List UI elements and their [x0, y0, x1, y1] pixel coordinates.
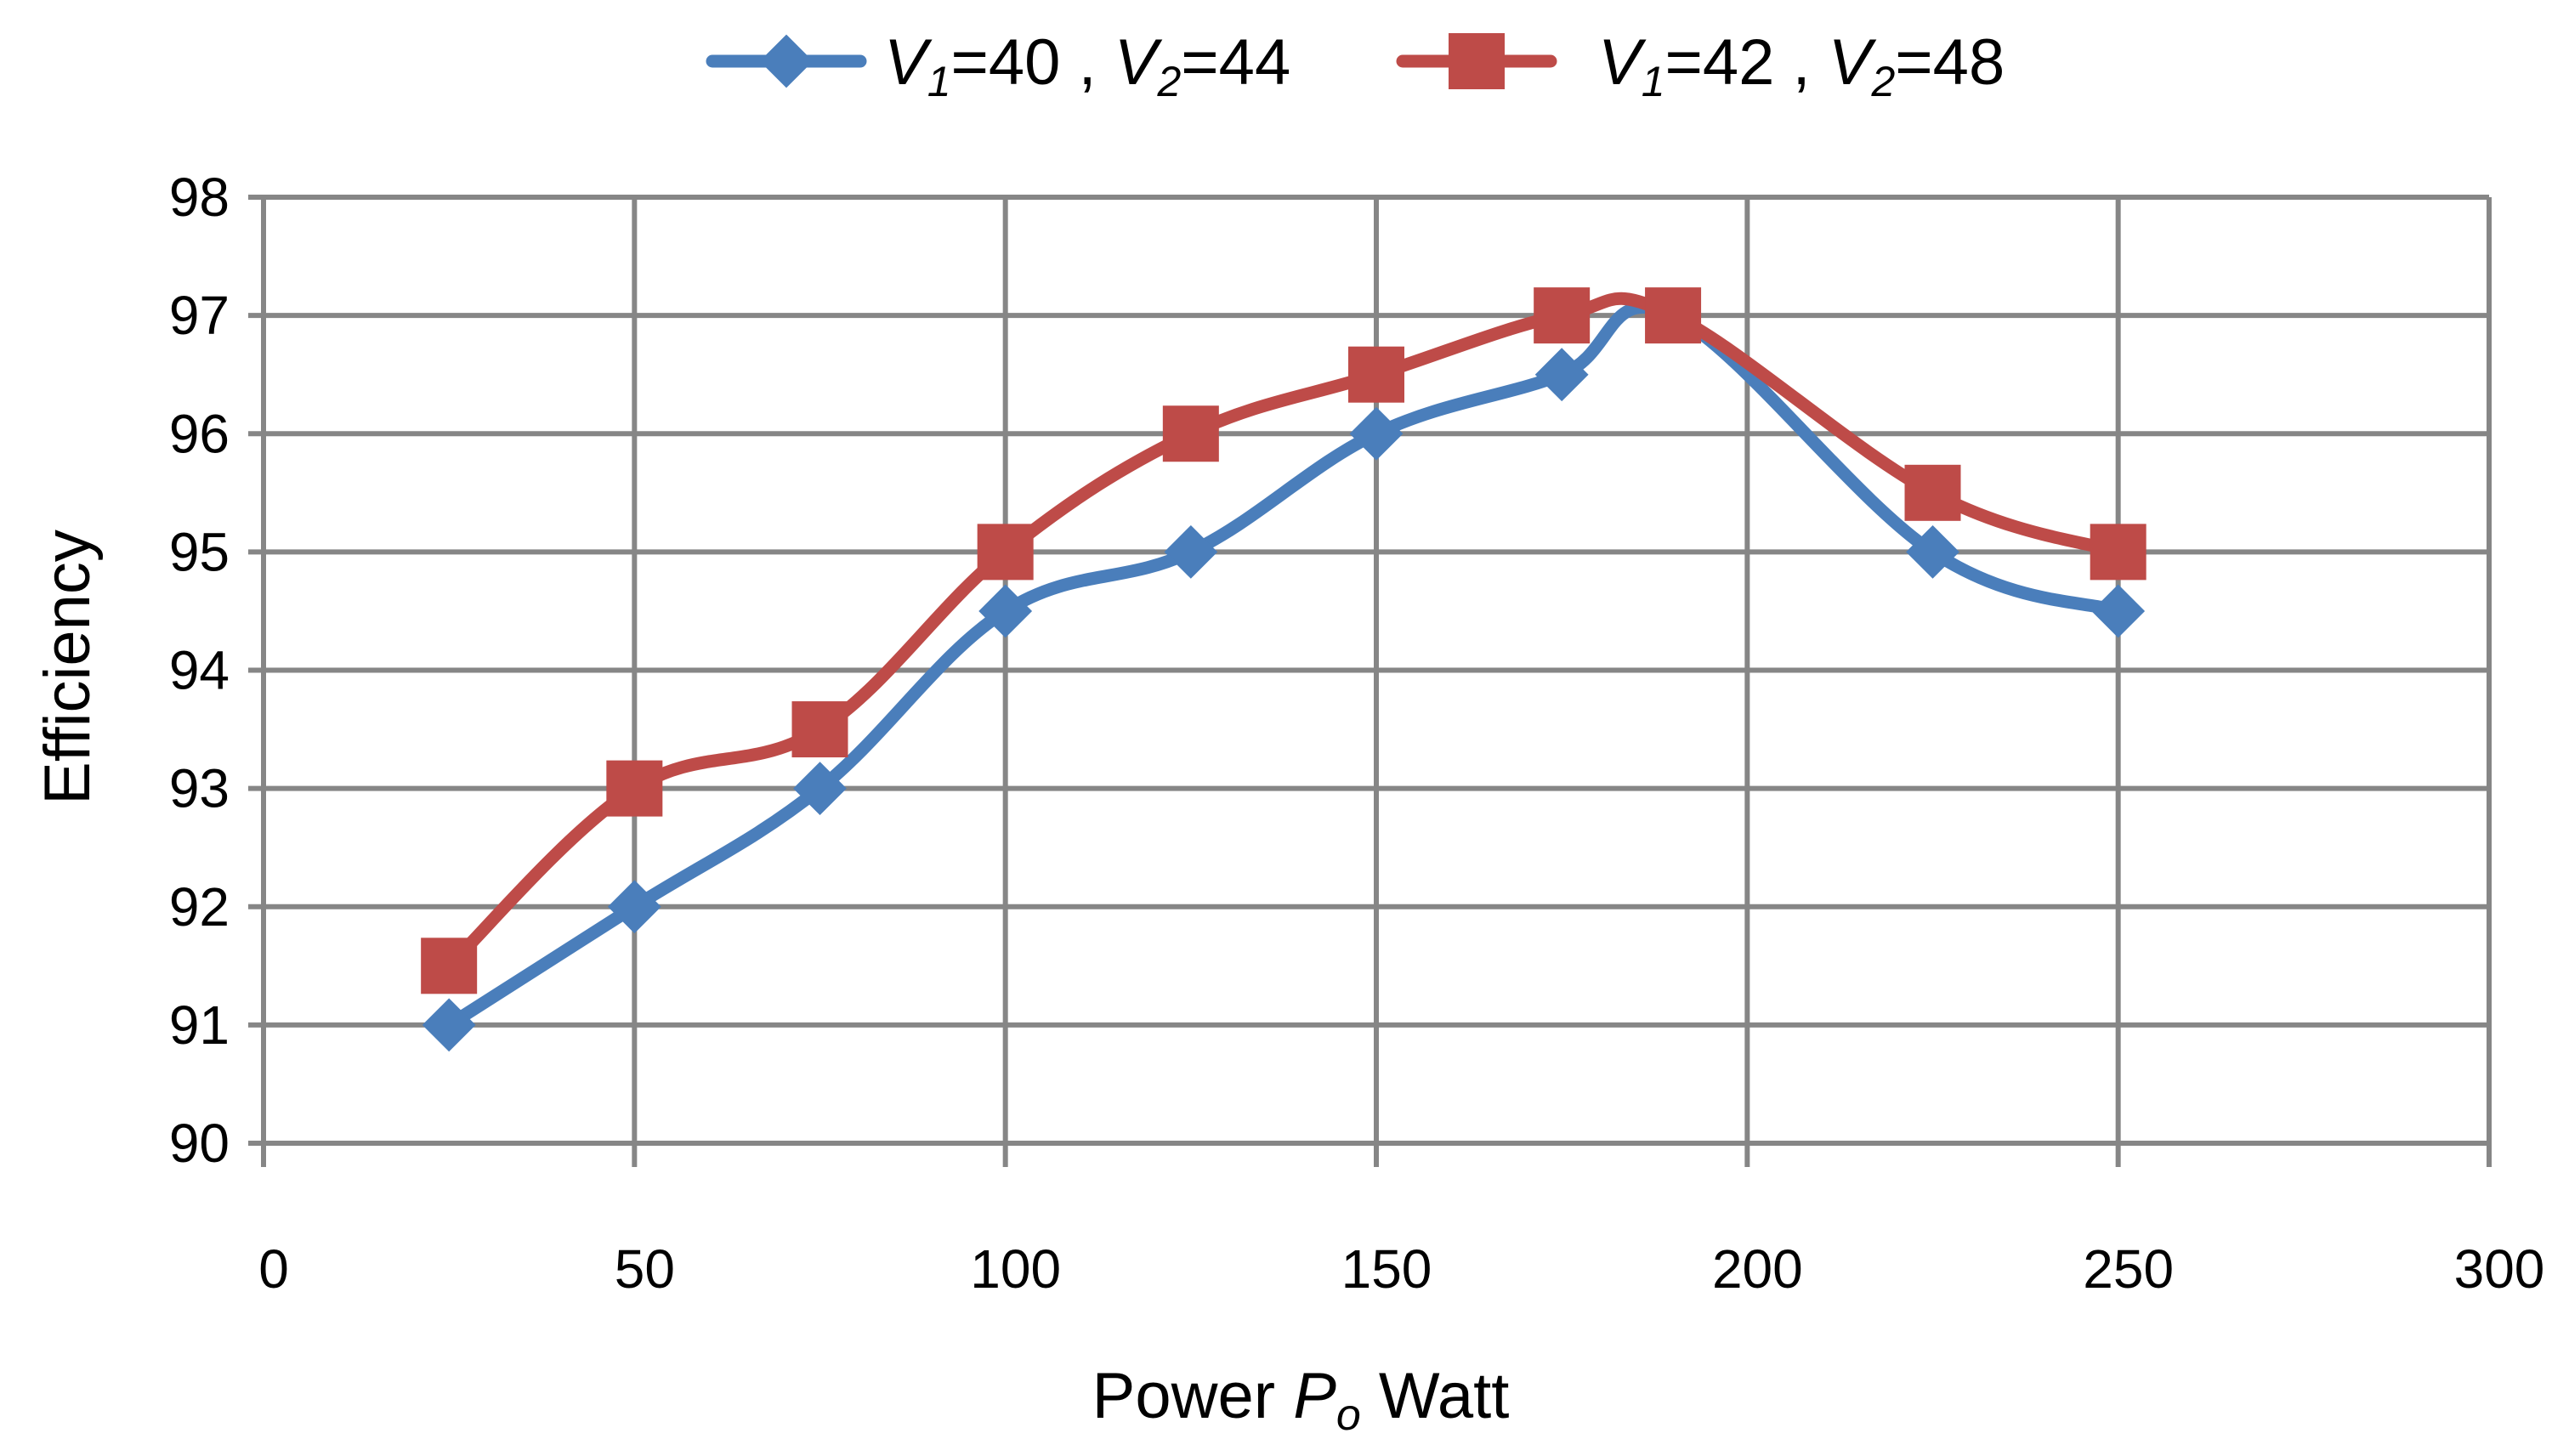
legend-label: V1=40 , V2=44	[884, 26, 1290, 105]
y-tick-label: 94	[169, 640, 230, 701]
legend-label: V1=42 , V2=48	[1598, 26, 2005, 105]
data-point	[1534, 348, 1589, 402]
data-point	[1349, 406, 1404, 461]
series-1	[422, 288, 2146, 1052]
y-tick-label: 92	[169, 876, 230, 938]
legend-marker	[1449, 33, 1505, 89]
data-point	[1645, 287, 1702, 344]
data-point	[2091, 584, 2146, 638]
data-point	[1162, 405, 1219, 462]
data-point	[1906, 524, 1959, 579]
data-point	[1904, 464, 1961, 521]
y-tick-label: 93	[169, 758, 230, 819]
y-tick-label: 97	[169, 285, 230, 346]
legend-item: V1=42 , V2=48	[1396, 26, 2005, 105]
series-2	[421, 287, 2147, 994]
series-line	[442, 300, 2125, 1032]
y-tick-label: 96	[169, 403, 230, 464]
x-tick-label: 0	[258, 1238, 289, 1300]
data-point	[791, 701, 848, 758]
y-tick-label: 95	[169, 521, 230, 582]
data-point	[793, 762, 847, 816]
axis-labels: 90 91 92 93 94 95 96 97 98 0 50 100 150 200 250 300 Powe…	[31, 167, 2544, 1440]
x-tick-label: 50	[615, 1238, 675, 1300]
data-point	[978, 584, 1033, 638]
y-axis-title: Efficiency	[31, 530, 104, 805]
data-point	[606, 760, 663, 817]
x-tick-label: 200	[1712, 1238, 1803, 1300]
data-point	[1164, 524, 1218, 579]
data-point	[422, 998, 476, 1052]
legend-item: V1=40 , V2=44	[706, 26, 1290, 105]
data-point	[977, 524, 1034, 581]
y-tick-label: 90	[169, 1113, 230, 1174]
x-tick-label: 150	[1341, 1238, 1432, 1300]
x-tick-label: 100	[970, 1238, 1061, 1300]
data-point	[2090, 524, 2147, 581]
series	[421, 287, 2147, 1052]
x-axis-title: Power Po Watt	[1092, 1360, 1510, 1440]
x-tick-label: 250	[2083, 1238, 2174, 1300]
y-tick-label: 91	[169, 994, 230, 1056]
data-point	[421, 938, 478, 994]
x-tick-label: 300	[2454, 1238, 2545, 1300]
y-tick-label: 98	[169, 167, 230, 228]
grid	[261, 195, 2492, 1146]
legend: V1=40 , V2=44 V1=42 , V2=48	[706, 26, 2005, 105]
data-point	[1534, 287, 1591, 344]
data-point	[607, 880, 661, 934]
series-line	[442, 292, 2125, 972]
axes	[248, 195, 2492, 1167]
legend-marker	[759, 34, 814, 88]
data-point	[1348, 346, 1404, 403]
